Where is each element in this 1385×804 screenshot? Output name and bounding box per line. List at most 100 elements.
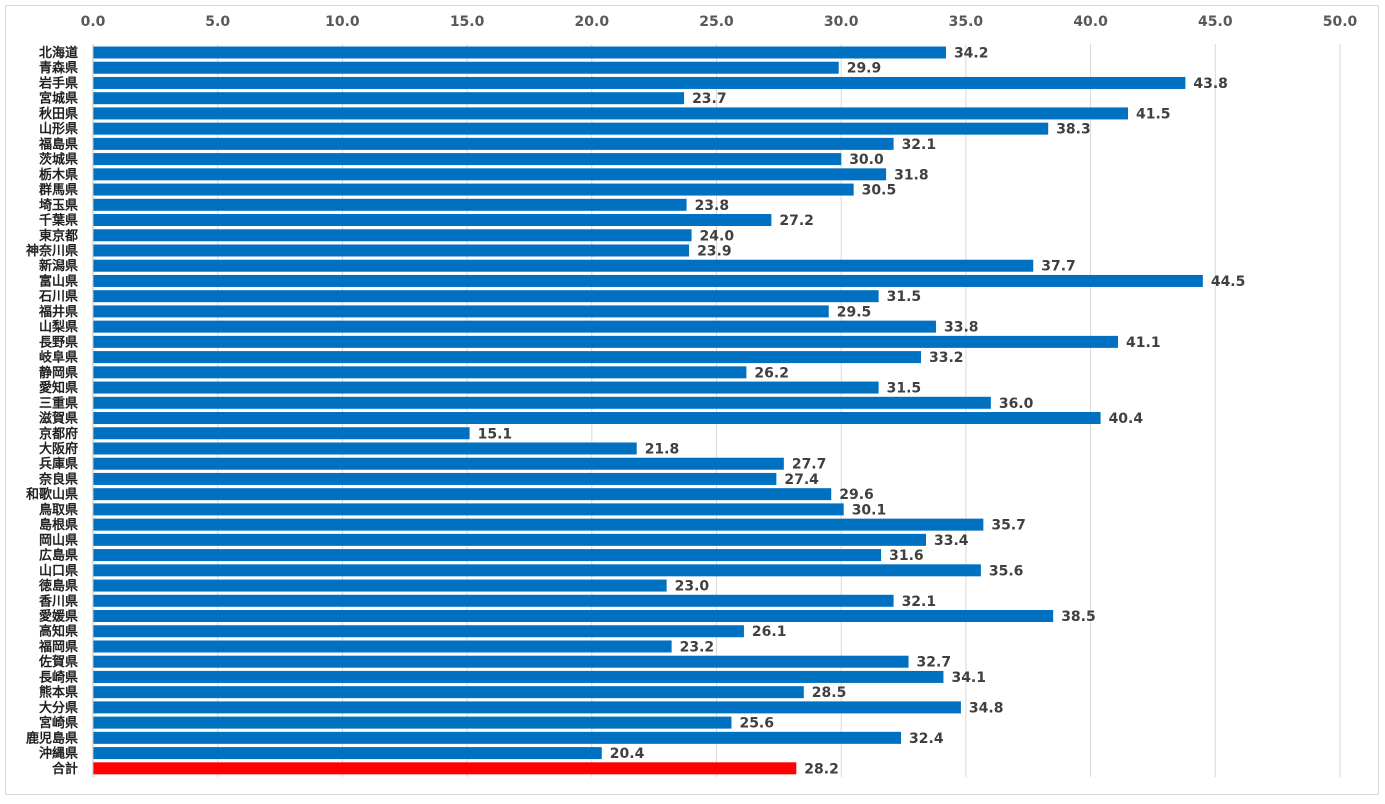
data-label: 29.6 bbox=[839, 487, 874, 503]
data-label: 34.1 bbox=[951, 670, 986, 686]
bar bbox=[93, 731, 902, 744]
category-label: 北海道 bbox=[39, 45, 78, 61]
bar bbox=[93, 594, 894, 607]
bars bbox=[93, 46, 1203, 775]
data-label: 23.0 bbox=[675, 579, 710, 595]
data-label: 32.1 bbox=[902, 594, 937, 610]
bar bbox=[93, 92, 685, 105]
category-label: 香川県 bbox=[38, 593, 78, 609]
category-label: 群馬県 bbox=[39, 182, 78, 198]
category-label: 滋賀県 bbox=[39, 411, 78, 427]
category-label: 鹿児島県 bbox=[26, 730, 78, 746]
data-label: 27.2 bbox=[779, 213, 814, 229]
bar bbox=[93, 229, 692, 242]
bar bbox=[93, 153, 842, 166]
category-label: 茨城県 bbox=[39, 152, 78, 168]
category-label: 東京都 bbox=[39, 228, 78, 244]
category-label: 岡山県 bbox=[39, 532, 78, 548]
bar bbox=[93, 183, 854, 196]
data-label: 26.1 bbox=[752, 624, 787, 640]
bar bbox=[93, 747, 602, 760]
category-label: 熊本県 bbox=[39, 685, 78, 701]
x-tick-label: 20.0 bbox=[575, 14, 610, 30]
category-label: 富山県 bbox=[39, 273, 78, 289]
data-label: 41.1 bbox=[1126, 335, 1161, 351]
data-label: 34.2 bbox=[954, 46, 989, 62]
category-label: 宮崎県 bbox=[39, 715, 78, 731]
bar bbox=[93, 564, 981, 577]
category-label: 京都府 bbox=[39, 426, 78, 442]
bar bbox=[93, 503, 844, 516]
data-label: 23.7 bbox=[692, 91, 727, 107]
bar bbox=[93, 472, 777, 485]
bar bbox=[93, 320, 936, 333]
category-label: 三重県 bbox=[39, 395, 78, 411]
category-label: 長野県 bbox=[39, 335, 78, 350]
data-label: 33.4 bbox=[934, 533, 969, 549]
x-tick-label: 25.0 bbox=[699, 14, 734, 30]
bar bbox=[93, 396, 991, 409]
x-tick-label: 30.0 bbox=[824, 14, 859, 30]
data-label: 38.5 bbox=[1061, 609, 1096, 625]
category-label: 沖縄県 bbox=[39, 746, 78, 762]
category-labels: 北海道青森県岩手県宮城県秋田県山形県福島県茨城県栃木県群馬県埼玉県千葉県東京都神… bbox=[26, 45, 78, 777]
data-label: 40.4 bbox=[1109, 411, 1144, 427]
bar bbox=[93, 168, 887, 181]
bar bbox=[93, 701, 961, 714]
category-label: 鳥取県 bbox=[39, 502, 78, 518]
data-label: 27.4 bbox=[784, 472, 819, 488]
category-label: 千葉県 bbox=[39, 213, 78, 229]
data-label: 23.2 bbox=[680, 639, 715, 655]
data-label: 21.8 bbox=[645, 441, 680, 457]
bar bbox=[93, 412, 1101, 425]
bar bbox=[93, 259, 1034, 272]
bar bbox=[93, 457, 784, 470]
bar bbox=[93, 625, 744, 638]
bar bbox=[93, 381, 879, 394]
data-label: 34.8 bbox=[969, 700, 1004, 716]
x-tick-label: 0.0 bbox=[81, 14, 106, 30]
data-label: 38.3 bbox=[1056, 122, 1091, 138]
data-label: 31.5 bbox=[887, 289, 922, 305]
data-label: 30.1 bbox=[852, 502, 887, 518]
category-label: 石川県 bbox=[38, 290, 78, 305]
data-label: 31.5 bbox=[887, 381, 922, 397]
bar bbox=[93, 137, 894, 150]
category-label: 福島県 bbox=[38, 136, 78, 152]
value-labels: 34.2 29.9 43.8 23.7 41.5 38.3 32.1 30.0 31.830.5… bbox=[478, 46, 1246, 778]
data-label: 41.5 bbox=[1136, 106, 1171, 122]
category-label: 福井県 bbox=[38, 304, 78, 320]
bar bbox=[93, 198, 687, 211]
category-label: 大分県 bbox=[39, 700, 78, 716]
bar bbox=[93, 427, 470, 440]
data-label: 28.2 bbox=[804, 761, 839, 777]
bar bbox=[93, 579, 667, 592]
data-label: 33.2 bbox=[929, 350, 964, 366]
bar bbox=[93, 290, 879, 303]
category-label: 愛知県 bbox=[39, 380, 78, 396]
category-label: 神奈川県 bbox=[26, 243, 78, 259]
x-tick-label: 5.0 bbox=[205, 14, 230, 30]
bar bbox=[93, 518, 984, 531]
category-label: 山形県 bbox=[39, 121, 78, 137]
bar bbox=[93, 107, 1129, 120]
x-tick-label: 10.0 bbox=[325, 14, 360, 30]
bar bbox=[93, 122, 1049, 135]
bar bbox=[93, 351, 922, 364]
bar bbox=[93, 655, 909, 668]
data-label: 31.6 bbox=[889, 548, 924, 564]
x-axis-ticks: 0.0 5.0 10.0 15.0 20.0 25.0 30.0 35.0 40.0 45.0 50… bbox=[81, 14, 1358, 30]
bar bbox=[93, 716, 732, 729]
category-label: 宮城県 bbox=[39, 91, 78, 107]
data-label: 35.7 bbox=[991, 518, 1026, 534]
data-label: 20.4 bbox=[610, 746, 645, 762]
bar bbox=[93, 640, 672, 653]
category-label: 合計 bbox=[52, 761, 78, 777]
data-label: 28.5 bbox=[812, 685, 847, 701]
data-label: 35.6 bbox=[989, 563, 1024, 579]
bar bbox=[93, 610, 1054, 623]
data-label: 24.0 bbox=[700, 228, 735, 244]
bar bbox=[93, 442, 637, 455]
x-tick-label: 40.0 bbox=[1073, 14, 1108, 30]
gridlines bbox=[217, 44, 1341, 777]
